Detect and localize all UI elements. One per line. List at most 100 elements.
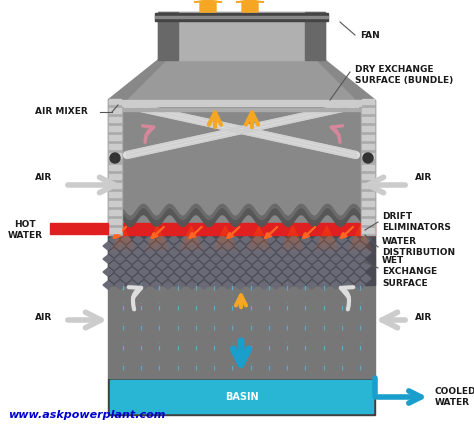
Polygon shape: [241, 236, 251, 243]
Polygon shape: [277, 274, 287, 283]
Polygon shape: [181, 274, 191, 283]
Polygon shape: [241, 261, 251, 270]
Polygon shape: [217, 236, 227, 243]
Bar: [178, 12, 305, 60]
Bar: [109, 210, 121, 215]
Polygon shape: [235, 255, 245, 263]
Bar: [362, 153, 374, 158]
Bar: [108, 235, 375, 285]
Polygon shape: [127, 255, 137, 263]
Bar: [108, 160, 122, 235]
Polygon shape: [163, 255, 173, 263]
Polygon shape: [271, 255, 281, 263]
Polygon shape: [127, 281, 137, 289]
Polygon shape: [319, 281, 329, 289]
Text: AIR: AIR: [35, 313, 52, 322]
Polygon shape: [193, 249, 203, 257]
Polygon shape: [223, 242, 233, 250]
Polygon shape: [115, 242, 125, 250]
Polygon shape: [277, 249, 287, 257]
Polygon shape: [115, 255, 125, 263]
Polygon shape: [319, 255, 329, 263]
Bar: [362, 165, 374, 170]
Polygon shape: [283, 268, 293, 276]
Bar: [109, 108, 121, 113]
Bar: [362, 108, 374, 113]
Polygon shape: [157, 274, 167, 283]
Polygon shape: [181, 249, 191, 257]
Polygon shape: [361, 236, 371, 243]
Polygon shape: [211, 255, 221, 263]
Polygon shape: [139, 255, 149, 263]
Polygon shape: [349, 236, 359, 243]
Polygon shape: [325, 249, 335, 257]
Text: AIR: AIR: [35, 173, 52, 182]
Polygon shape: [313, 261, 323, 270]
Text: FAN: FAN: [360, 31, 380, 40]
Polygon shape: [223, 268, 233, 276]
Polygon shape: [121, 236, 131, 243]
Polygon shape: [229, 274, 239, 283]
Polygon shape: [205, 249, 215, 257]
Polygon shape: [199, 268, 209, 276]
Polygon shape: [133, 261, 143, 270]
Polygon shape: [187, 268, 197, 276]
Polygon shape: [247, 281, 257, 289]
Polygon shape: [139, 268, 149, 276]
Polygon shape: [253, 236, 263, 243]
Bar: [109, 201, 121, 206]
Polygon shape: [331, 242, 341, 250]
Bar: [109, 144, 121, 149]
Bar: [362, 99, 374, 104]
Bar: [110, 380, 373, 413]
Bar: [362, 126, 374, 131]
Polygon shape: [355, 242, 365, 250]
Polygon shape: [175, 255, 185, 263]
Polygon shape: [103, 281, 113, 289]
Polygon shape: [199, 281, 209, 289]
Polygon shape: [259, 268, 269, 276]
Polygon shape: [361, 249, 371, 257]
Polygon shape: [128, 60, 355, 100]
Bar: [362, 219, 374, 224]
Bar: [109, 192, 121, 197]
Polygon shape: [331, 255, 341, 263]
Polygon shape: [313, 274, 323, 283]
Bar: [305, 12, 325, 60]
Bar: [362, 228, 374, 233]
Text: AIR: AIR: [415, 313, 432, 322]
Polygon shape: [181, 261, 191, 270]
Polygon shape: [115, 268, 125, 276]
Text: DRIFT
ELIMINATORS: DRIFT ELIMINATORS: [382, 212, 451, 232]
Polygon shape: [301, 236, 311, 243]
Bar: [108, 378, 375, 415]
Polygon shape: [151, 281, 161, 289]
Polygon shape: [103, 255, 113, 263]
Polygon shape: [236, 0, 264, 12]
Bar: [362, 144, 374, 149]
Polygon shape: [121, 249, 131, 257]
Polygon shape: [259, 242, 269, 250]
Bar: [108, 100, 375, 160]
Polygon shape: [187, 281, 197, 289]
Polygon shape: [307, 268, 317, 276]
Bar: [109, 219, 121, 224]
Polygon shape: [313, 249, 323, 257]
Polygon shape: [337, 274, 347, 283]
Polygon shape: [277, 261, 287, 270]
Polygon shape: [349, 261, 359, 270]
Polygon shape: [211, 281, 221, 289]
Polygon shape: [343, 255, 353, 263]
Polygon shape: [337, 261, 347, 270]
Polygon shape: [235, 242, 245, 250]
Polygon shape: [301, 249, 311, 257]
Polygon shape: [127, 242, 137, 250]
Polygon shape: [169, 249, 179, 257]
Polygon shape: [271, 268, 281, 276]
Polygon shape: [193, 236, 203, 243]
Polygon shape: [205, 274, 215, 283]
Polygon shape: [283, 281, 293, 289]
Polygon shape: [349, 274, 359, 283]
Bar: [158, 12, 178, 60]
Polygon shape: [109, 261, 119, 270]
